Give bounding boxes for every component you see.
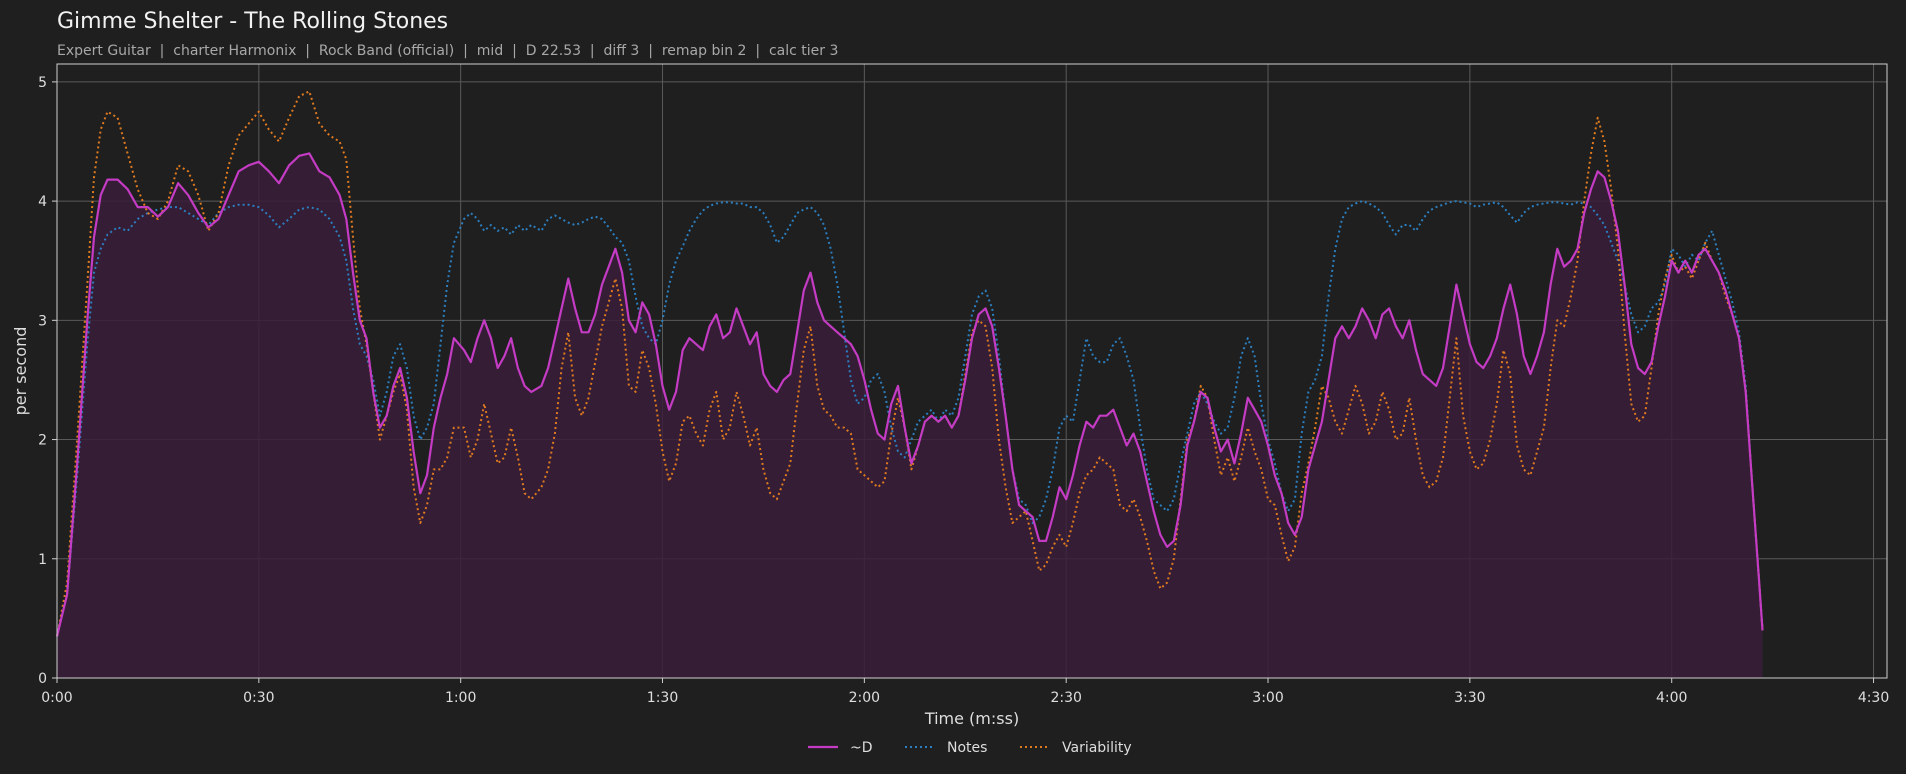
x-tick-label: 1:00	[445, 690, 476, 706]
legend-label: ~D	[850, 740, 873, 756]
y-tick-label: 3	[38, 313, 47, 329]
plot-area: 0:00 0:30 1:00 1:30 2:00 2:30 3:00 3:30 4:00 4:30…	[38, 63, 1889, 706]
y-tick-label: 2	[38, 433, 47, 449]
y-tick-label: 5	[38, 75, 47, 91]
x-tick-label: 4:30	[1858, 690, 1889, 706]
plot-frame	[56, 63, 1888, 679]
y-tick-label: 4	[38, 194, 47, 210]
y-tick-label: 0	[38, 671, 47, 687]
y-axis-label: per second	[11, 327, 30, 416]
x-axis-label: Time (m:ss)	[924, 709, 1019, 728]
x-tick-label: 4:00	[1656, 690, 1687, 706]
x-tick-label: 2:30	[1050, 690, 1081, 706]
y-axis-ticks: 0 1 2 3 4 5	[38, 75, 57, 687]
series-line-d	[55, 152, 1764, 637]
x-tick-label: 0:00	[41, 690, 72, 706]
x-tick-label: 0:30	[243, 690, 274, 706]
x-tick-label: 3:30	[1454, 690, 1485, 706]
series-layer	[55, 90, 1764, 678]
chart-title: Gimme Shelter - The Rolling Stones	[57, 9, 448, 34]
x-tick-label: 1:30	[647, 690, 678, 706]
chart-subtitle: Expert Guitar | charter Harmonix | Rock …	[57, 43, 838, 59]
legend-label: Notes	[947, 740, 987, 756]
x-tick-label: 2:00	[849, 690, 880, 706]
x-tick-label: 3:00	[1252, 690, 1283, 706]
x-axis-ticks: 0:00 0:30 1:00 1:30 2:00 2:30 3:00 3:30 4:00 4:30	[41, 678, 1889, 706]
series-area-d	[57, 153, 1763, 678]
legend-label: Variability	[1062, 740, 1132, 756]
legend: ~D Notes Variability	[808, 740, 1132, 756]
y-tick-label: 1	[38, 552, 47, 568]
